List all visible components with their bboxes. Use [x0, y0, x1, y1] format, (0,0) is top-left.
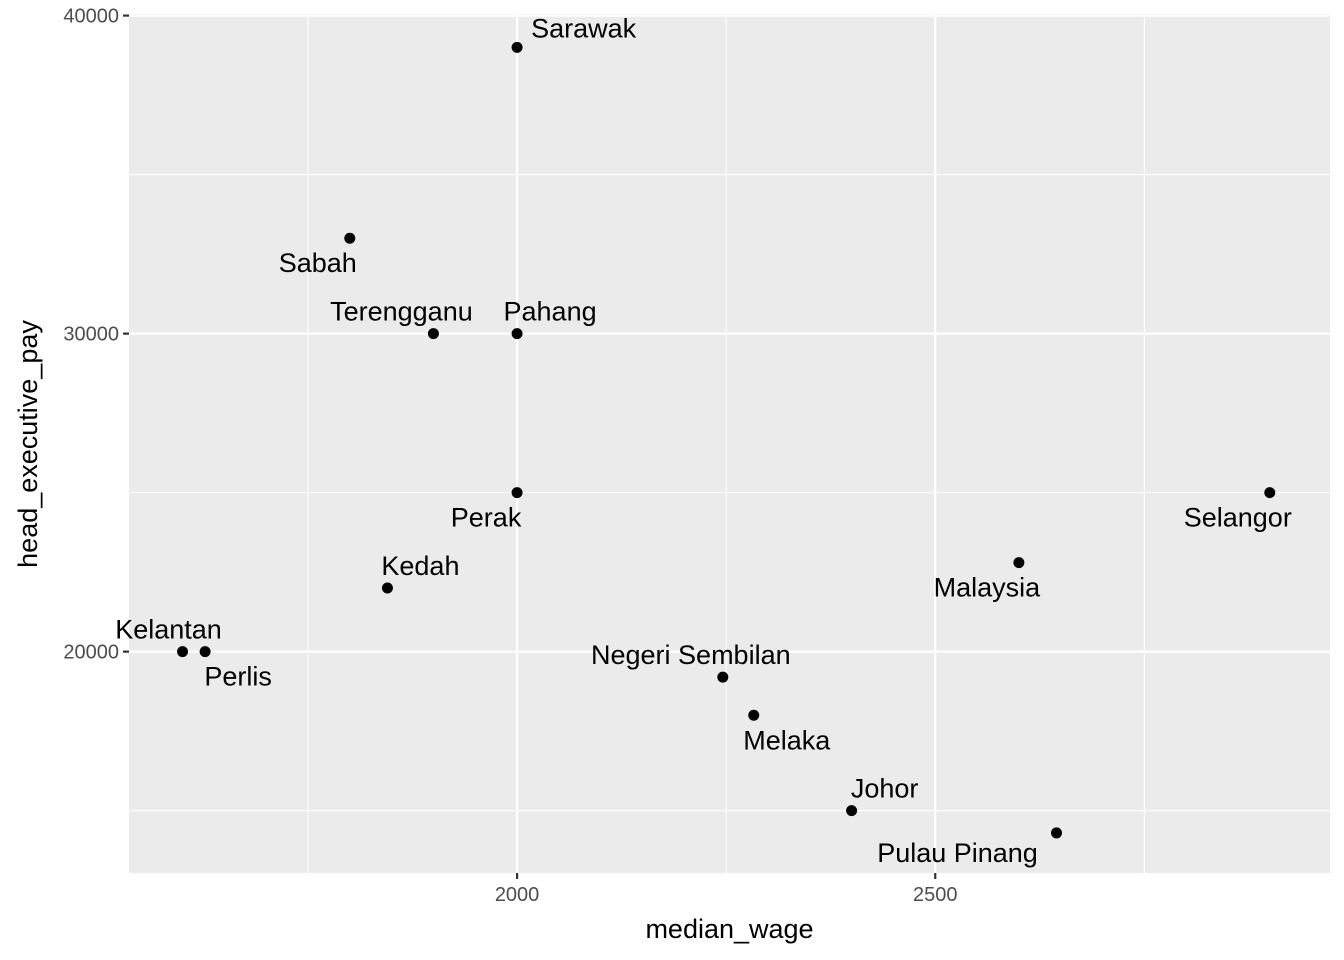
point-label: Pulau Pinang [877, 838, 1038, 868]
minor-gridlines [129, 14, 1330, 873]
data-point [717, 671, 729, 683]
data-point [511, 487, 523, 499]
data-point [1013, 557, 1025, 569]
data-point [748, 709, 760, 721]
major-gridlines [129, 14, 1330, 873]
point-labels: Sarawak Sabah Terengganu Pahang Perak Selango… [115, 13, 1292, 868]
point-label: Pahang [504, 297, 597, 327]
x-axis-title: median_wage [645, 914, 813, 944]
point-label: Selangor [1184, 503, 1292, 533]
data-points [177, 41, 1276, 839]
point-label: Malaysia [934, 573, 1042, 603]
data-point [427, 328, 439, 340]
data-point [1051, 827, 1063, 839]
data-point [511, 328, 523, 340]
y-tick-label: 30000 [63, 324, 119, 346]
point-label: Kelantan [115, 615, 222, 645]
panel-background [129, 14, 1330, 873]
point-label: Terengganu [330, 297, 473, 327]
data-point [511, 41, 523, 53]
data-point [1264, 487, 1276, 499]
data-point [344, 232, 356, 244]
data-point [177, 646, 189, 658]
data-point [199, 646, 211, 658]
point-label: Melaka [743, 725, 831, 755]
point-label: Johor [851, 774, 919, 804]
y-tick-label: 20000 [63, 642, 119, 664]
y-axis-title: head_executive_pay [13, 320, 43, 568]
y-tick-label: 40000 [63, 6, 119, 28]
point-label: Sabah [279, 248, 357, 278]
axis-ticks: 2000 2500 20000 30000 40000 [63, 6, 957, 906]
point-label: Perlis [204, 662, 272, 692]
data-point [846, 805, 858, 817]
data-point [381, 582, 393, 594]
point-label: Perak [451, 503, 522, 533]
point-label: Kedah [381, 551, 459, 581]
point-label: Negeri Sembilan [591, 640, 791, 670]
x-tick-label: 2500 [913, 884, 958, 906]
x-tick-label: 2000 [495, 884, 540, 906]
point-label: Sarawak [531, 13, 637, 43]
